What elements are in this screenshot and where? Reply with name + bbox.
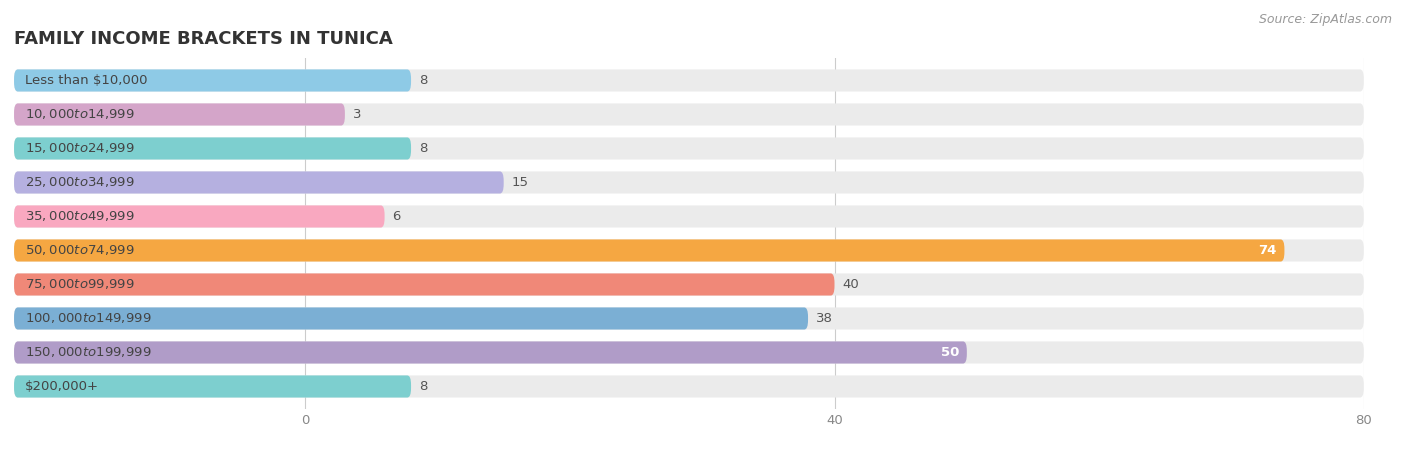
Text: 40: 40 <box>842 278 859 291</box>
Text: $100,000 to $149,999: $100,000 to $149,999 <box>25 312 152 326</box>
FancyBboxPatch shape <box>14 273 835 295</box>
Text: $25,000 to $34,999: $25,000 to $34,999 <box>25 176 135 189</box>
FancyBboxPatch shape <box>14 206 1364 228</box>
FancyBboxPatch shape <box>14 137 1364 159</box>
FancyBboxPatch shape <box>14 239 1364 261</box>
Text: 8: 8 <box>419 380 427 393</box>
Text: $50,000 to $74,999: $50,000 to $74,999 <box>25 243 135 257</box>
Text: $35,000 to $49,999: $35,000 to $49,999 <box>25 210 135 224</box>
Text: 38: 38 <box>815 312 832 325</box>
Text: 8: 8 <box>419 74 427 87</box>
Text: 50: 50 <box>941 346 959 359</box>
FancyBboxPatch shape <box>14 137 411 159</box>
FancyBboxPatch shape <box>14 103 1364 126</box>
Text: 74: 74 <box>1258 244 1277 257</box>
FancyBboxPatch shape <box>14 206 385 228</box>
Text: FAMILY INCOME BRACKETS IN TUNICA: FAMILY INCOME BRACKETS IN TUNICA <box>14 31 392 48</box>
FancyBboxPatch shape <box>14 341 1364 364</box>
FancyBboxPatch shape <box>14 341 967 364</box>
FancyBboxPatch shape <box>14 172 503 194</box>
FancyBboxPatch shape <box>14 103 344 126</box>
Text: $150,000 to $199,999: $150,000 to $199,999 <box>25 345 152 360</box>
FancyBboxPatch shape <box>14 70 411 92</box>
FancyBboxPatch shape <box>14 172 1364 194</box>
Text: 8: 8 <box>419 142 427 155</box>
FancyBboxPatch shape <box>14 375 411 397</box>
Text: 3: 3 <box>353 108 361 121</box>
Text: $10,000 to $14,999: $10,000 to $14,999 <box>25 107 135 122</box>
Text: $75,000 to $99,999: $75,000 to $99,999 <box>25 277 135 291</box>
FancyBboxPatch shape <box>14 375 1364 397</box>
Text: $15,000 to $24,999: $15,000 to $24,999 <box>25 141 135 155</box>
Text: $200,000+: $200,000+ <box>25 380 98 393</box>
Text: 15: 15 <box>512 176 529 189</box>
Text: 6: 6 <box>392 210 401 223</box>
Text: Source: ZipAtlas.com: Source: ZipAtlas.com <box>1258 13 1392 26</box>
FancyBboxPatch shape <box>14 273 1364 295</box>
Text: Less than $10,000: Less than $10,000 <box>25 74 148 87</box>
FancyBboxPatch shape <box>14 70 1364 92</box>
FancyBboxPatch shape <box>14 308 1364 330</box>
FancyBboxPatch shape <box>14 308 808 330</box>
FancyBboxPatch shape <box>14 239 1285 261</box>
